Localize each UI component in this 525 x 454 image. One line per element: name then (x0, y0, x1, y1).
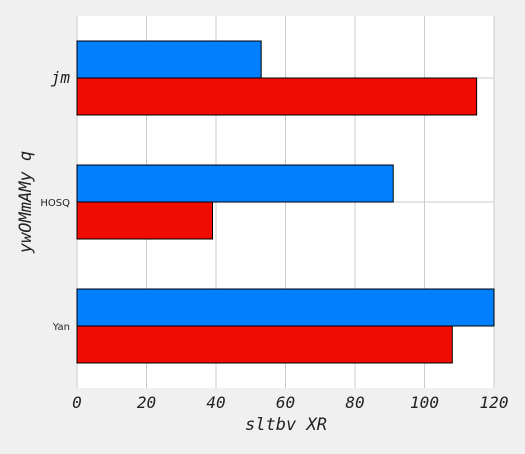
y-tick-label-hosq: HOSQ (40, 198, 70, 209)
bar-series-1-yan (77, 326, 452, 363)
x-tick-label: 20 (137, 393, 156, 412)
y-tick-label-yan: Yan (52, 322, 70, 333)
bar-series-1-hosq (77, 202, 213, 239)
bar-series-1-jm (77, 78, 477, 115)
x-tick-label: 100 (410, 393, 439, 412)
x-tick-label: 80 (345, 393, 364, 412)
bar-series-2-yan (77, 289, 494, 326)
bar-series-2-hosq (77, 165, 393, 202)
y-axis-label: ywOMmAMy q (16, 151, 36, 254)
x-tick-label: 0 (72, 393, 82, 412)
x-axis-label: sltbv XR (245, 415, 327, 435)
y-tick-label-jm: jm (51, 68, 71, 87)
x-tick-label: 120 (480, 393, 509, 412)
bar-series-2-jm (77, 41, 261, 78)
x-tick-label: 40 (206, 393, 225, 412)
x-tick-label: 60 (276, 393, 295, 412)
